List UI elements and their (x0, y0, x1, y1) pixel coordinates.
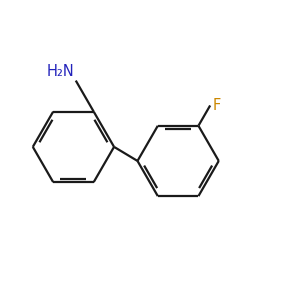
Text: H₂N: H₂N (46, 64, 74, 79)
Text: F: F (213, 98, 221, 113)
